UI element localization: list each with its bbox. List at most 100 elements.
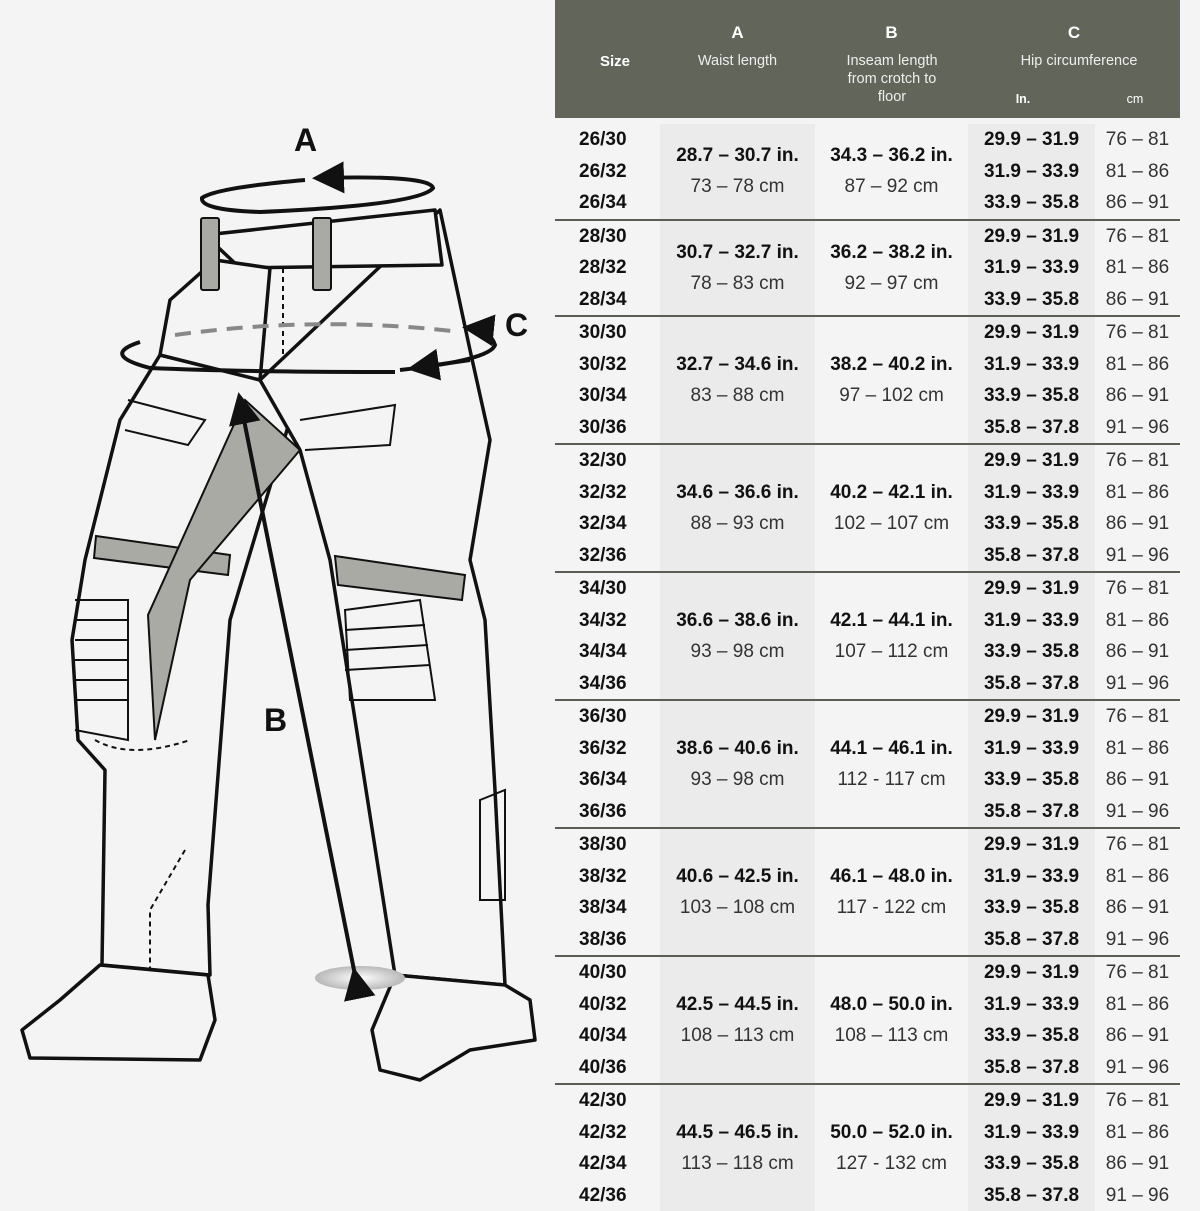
hip-cm-value: 76 – 81: [1095, 124, 1180, 156]
hip-in-value: 33.9 – 35.8: [968, 284, 1095, 316]
size-value: 32/32: [555, 477, 660, 509]
hip-in-value: 35.8 – 37.8: [968, 924, 1095, 956]
inseam-column: 50.0 – 52.0 in.127 - 132 cm: [815, 1085, 968, 1211]
hip-in-value: 31.9 – 33.9: [968, 605, 1095, 637]
belt-loop-right: [313, 218, 331, 290]
hip-cm-value: 81 – 86: [1095, 733, 1180, 765]
waist-cm-value: 93 – 98 cm: [691, 636, 785, 667]
hip-cm-value: 76 – 81: [1095, 1085, 1180, 1117]
waist-cm-value: 73 – 78 cm: [691, 171, 785, 202]
inseam-cm-value: 107 – 112 cm: [835, 636, 949, 667]
size-value: 32/30: [555, 445, 660, 477]
size-value: 30/30: [555, 317, 660, 349]
inseam-in-value: 34.3 – 36.2 in.: [830, 140, 953, 171]
hip-cm-value: 76 – 81: [1095, 221, 1180, 253]
waist-cm-value: 103 – 108 cm: [680, 892, 795, 923]
waist-column: 32.7 – 34.6 in.83 – 88 cm: [660, 317, 815, 443]
header-c-in: In.: [995, 90, 1051, 108]
waist-column: 40.6 – 42.5 in.103 – 108 cm: [660, 829, 815, 955]
label-b: B: [264, 702, 287, 739]
inseam-column: 40.2 – 42.1 in.102 – 107 cm: [815, 445, 968, 571]
waist-in-value: 28.7 – 30.7 in.: [676, 140, 799, 171]
waist-in-value: 42.5 – 44.5 in.: [676, 989, 799, 1020]
right-shoe: [372, 975, 535, 1080]
inseam-column: 48.0 – 50.0 in.108 – 113 cm: [815, 957, 968, 1083]
inseam-cm-value: 97 – 102 cm: [839, 380, 944, 411]
inseam-cm-value: 112 - 117 cm: [837, 764, 945, 795]
hip-in-value: 35.8 – 37.8: [968, 1052, 1095, 1084]
hip-in-value: 35.8 – 37.8: [968, 796, 1095, 828]
hip-in-value: 35.8 – 37.8: [968, 412, 1095, 444]
inseam-in-value: 42.1 – 44.1 in.: [830, 605, 953, 636]
size-value: 42/34: [555, 1148, 660, 1180]
hip-cm-value: 76 – 81: [1095, 573, 1180, 605]
size-chart-table: Size A Waist length B Inseam length from…: [555, 0, 1180, 1211]
size-value: 26/30: [555, 124, 660, 156]
waist-cm-value: 88 – 93 cm: [691, 508, 785, 539]
hip-cm-value: 91 – 96: [1095, 924, 1180, 956]
size-value: 34/34: [555, 636, 660, 668]
hip-in-value: 33.9 – 35.8: [968, 636, 1095, 668]
hip-in-value: 29.9 – 31.9: [968, 573, 1095, 605]
hip-in-value: 33.9 – 35.8: [968, 1148, 1095, 1180]
waist-in-value: 34.6 – 36.6 in.: [676, 477, 799, 508]
hip-cm-value: 86 – 91: [1095, 284, 1180, 316]
waist-cm-value: 83 – 88 cm: [691, 380, 785, 411]
waist-in-value: 32.7 – 34.6 in.: [676, 349, 799, 380]
hip-cm-value: 86 – 91: [1095, 1148, 1180, 1180]
hip-cm-value: 86 – 91: [1095, 380, 1180, 412]
waist-in-value: 36.6 – 38.6 in.: [676, 605, 799, 636]
header-c-cm: cm: [1110, 90, 1160, 108]
size-value: 40/34: [555, 1020, 660, 1052]
label-a: A: [294, 122, 317, 159]
inseam-column: 46.1 – 48.0 in.117 - 122 cm: [815, 829, 968, 955]
belt-loop-left: [201, 218, 219, 290]
hip-in-value: 31.9 – 33.9: [968, 861, 1095, 893]
hip-cm-value: 91 – 96: [1095, 1052, 1180, 1084]
inseam-cm-value: 87 – 92 cm: [845, 171, 939, 202]
hip-in-value: 31.9 – 33.9: [968, 156, 1095, 188]
inseam-in-value: 50.0 – 52.0 in.: [830, 1117, 953, 1148]
hip-in-value: 33.9 – 35.8: [968, 187, 1095, 219]
size-value: 38/32: [555, 861, 660, 893]
hip-in-value: 33.9 – 35.8: [968, 1020, 1095, 1052]
hip-in-value: 31.9 – 33.9: [968, 252, 1095, 284]
inseam-column: 34.3 – 36.2 in.87 – 92 cm: [815, 124, 968, 219]
waist-column: 28.7 – 30.7 in.73 – 78 cm: [660, 124, 815, 219]
hip-cm-value: 86 – 91: [1095, 508, 1180, 540]
hip-cm-value: 81 – 86: [1095, 989, 1180, 1021]
inseam-column: 42.1 – 44.1 in.107 – 112 cm: [815, 573, 968, 699]
waist-cm-value: 78 – 83 cm: [691, 268, 785, 299]
hip-cm-value: 86 – 91: [1095, 764, 1180, 796]
waist-column: 42.5 – 44.5 in.108 – 113 cm: [660, 957, 815, 1083]
inseam-in-value: 38.2 – 40.2 in.: [830, 349, 953, 380]
size-value: 36/30: [555, 701, 660, 733]
size-value: 34/32: [555, 605, 660, 637]
hip-in-value: 35.8 – 37.8: [968, 540, 1095, 572]
size-value: 38/36: [555, 924, 660, 956]
hip-cm-value: 81 – 86: [1095, 1117, 1180, 1149]
hip-in-value: 31.9 – 33.9: [968, 733, 1095, 765]
header-a-title: Waist length: [660, 52, 815, 70]
header-b-letter: B: [815, 24, 968, 42]
size-value: 28/32: [555, 252, 660, 284]
